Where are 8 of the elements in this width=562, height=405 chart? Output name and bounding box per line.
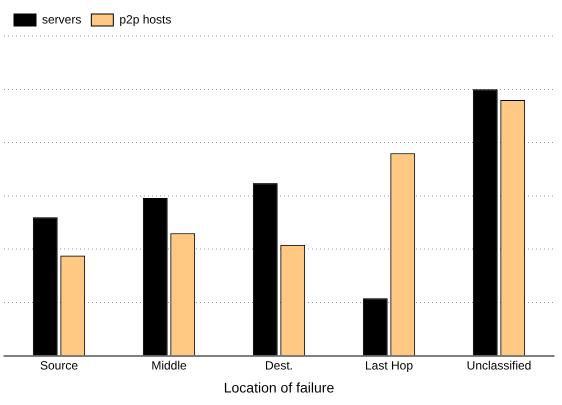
x-axis-title: Location of failure <box>224 379 334 396</box>
x-tick-label: Middle <box>151 358 187 372</box>
x-tick-label: Last Hop <box>364 358 414 372</box>
legend-label: servers <box>42 12 82 26</box>
x-tick-label: Unclassified <box>466 358 532 372</box>
legend-label: p2p hosts <box>119 12 172 26</box>
x-tick-label: Dest. <box>264 358 294 372</box>
x-tick-label: Source <box>40 358 78 372</box>
